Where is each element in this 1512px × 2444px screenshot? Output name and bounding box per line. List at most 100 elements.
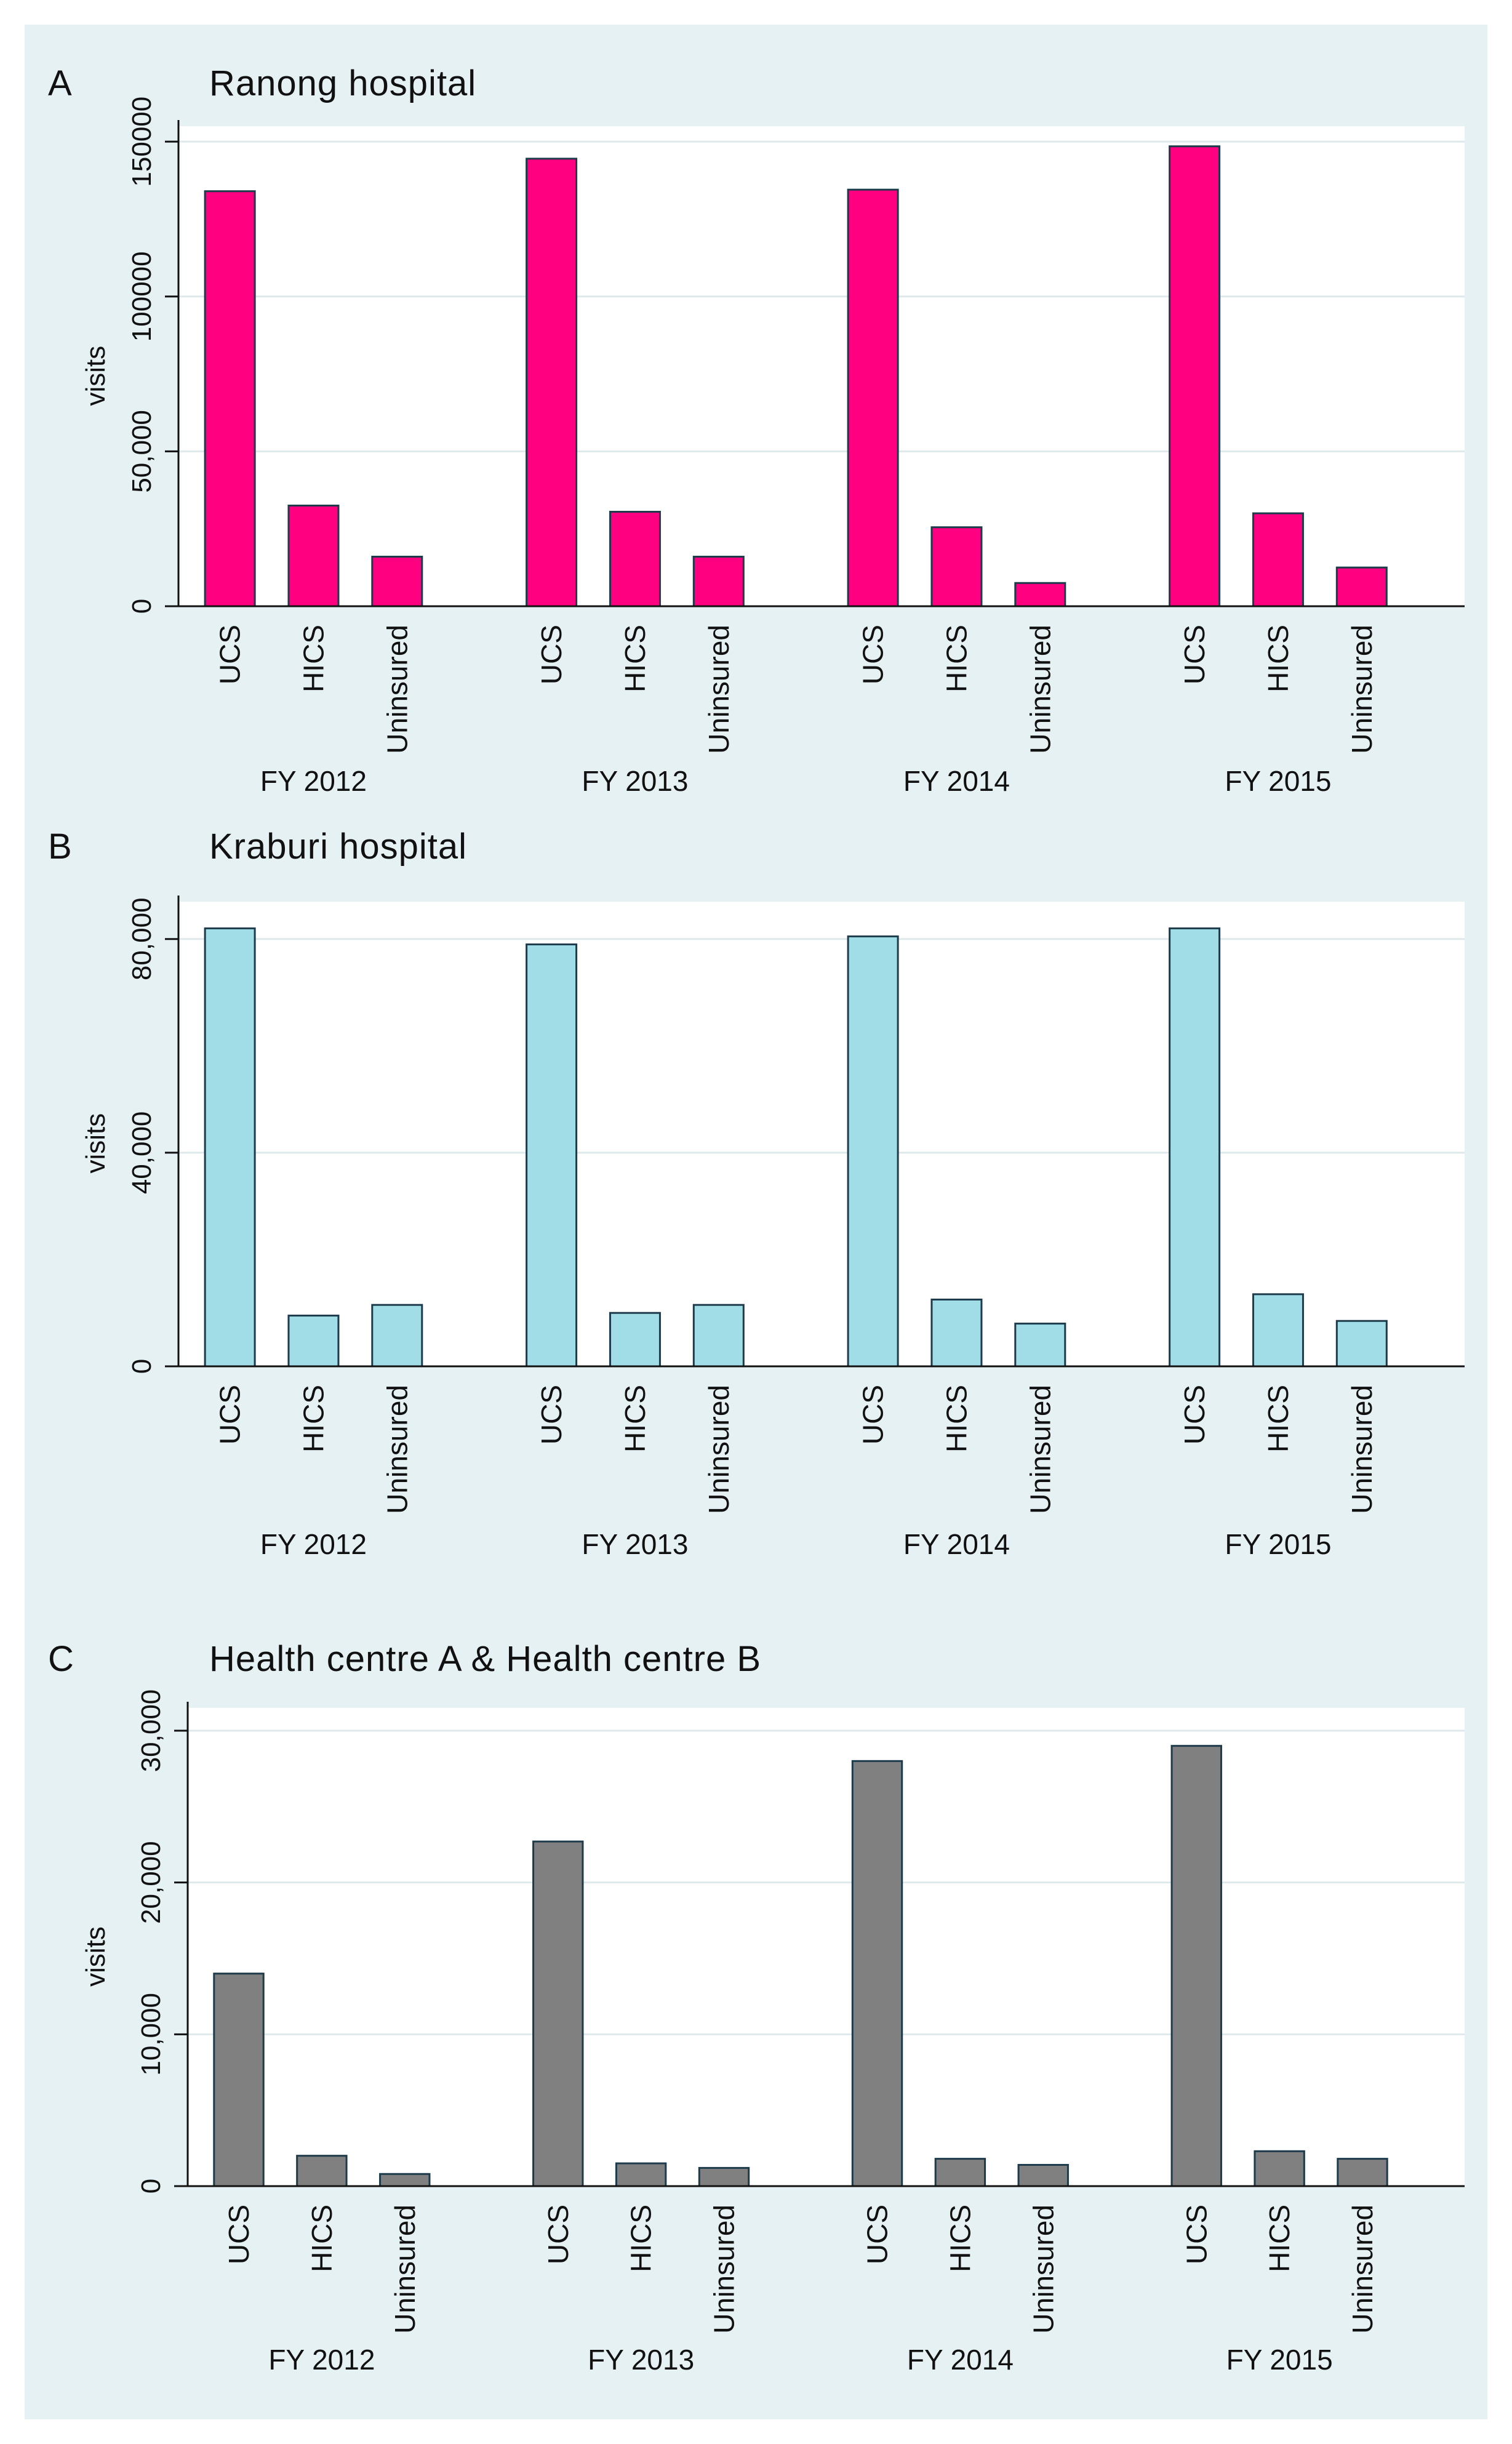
bar: [847, 935, 899, 1368]
y-tick-label: 10,000: [136, 1993, 166, 2076]
panel-title: Kraburi hospital: [209, 827, 467, 867]
category-label: HICS: [940, 1385, 972, 1452]
bar: [371, 555, 423, 607]
group-label: FY 2014: [903, 1528, 1010, 1560]
bar: [213, 1973, 265, 2187]
bar: [1254, 2150, 1305, 2187]
y-tick-label: 20,000: [136, 1841, 166, 1924]
category-label: HICS: [1262, 625, 1294, 692]
category-label: Uninsured: [1024, 625, 1056, 754]
category-label: HICS: [1262, 1385, 1294, 1452]
category-label: UCS: [857, 1385, 889, 1444]
bar: [934, 2158, 986, 2187]
bar: [692, 1304, 745, 1368]
category-label: UCS: [535, 625, 567, 684]
panel-letter: A: [48, 63, 72, 103]
category-label: Uninsured: [1346, 2205, 1378, 2334]
category-label: HICS: [297, 1385, 329, 1452]
panel-a-chart: A Ranong hospital 0 50,000 100000 150000 visit…: [48, 63, 1465, 797]
bar: [609, 1312, 661, 1368]
bar: [287, 1315, 340, 1368]
category-label: Uninsured: [1346, 625, 1378, 754]
bar: [526, 943, 578, 1368]
bar: [287, 504, 340, 607]
bar: [1017, 2163, 1069, 2187]
bar: [692, 555, 745, 607]
bar: [526, 158, 578, 607]
bar: [1169, 927, 1221, 1368]
category-label: UCS: [535, 1385, 567, 1444]
category-label: UCS: [214, 1385, 246, 1444]
category-label: UCS: [1178, 1385, 1210, 1444]
plot-area: [178, 126, 1465, 606]
bar: [615, 2162, 667, 2187]
bar: [609, 511, 661, 607]
category-label: Uninsured: [381, 625, 413, 754]
panel-c-chart: C Health centre A & Health centre B 0 10,00…: [48, 1639, 1465, 2376]
category-label: HICS: [944, 2205, 976, 2272]
bar: [1014, 1323, 1066, 1368]
group-label: FY 2013: [588, 2344, 694, 2376]
category-label: Uninsured: [1027, 2205, 1059, 2334]
category-label: HICS: [619, 1385, 651, 1452]
category-label: HICS: [940, 625, 972, 692]
bar: [532, 1840, 584, 2187]
category-label: HICS: [306, 2205, 338, 2272]
bar: [1169, 145, 1221, 607]
bar: [1252, 512, 1304, 607]
bar: [204, 190, 256, 607]
panel-title: Ranong hospital: [209, 63, 476, 103]
y-axis-title: visits: [81, 1926, 111, 1987]
category-label: UCS: [214, 625, 246, 684]
category-label: UCS: [862, 2205, 894, 2264]
y-tick-label: 50,000: [127, 410, 157, 493]
category-label: Uninsured: [389, 2205, 421, 2334]
group-label: FY 2015: [1225, 765, 1331, 797]
bar: [930, 526, 983, 607]
category-label: Uninsured: [1346, 1385, 1378, 1514]
category-label: UCS: [857, 625, 889, 684]
bar: [847, 188, 899, 607]
bar: [1337, 2158, 1388, 2187]
group-label: FY 2014: [907, 2344, 1014, 2376]
category-label: HICS: [1263, 2205, 1295, 2272]
bar: [379, 2173, 431, 2187]
y-tick-label: 40,000: [127, 1112, 157, 1195]
bar: [1170, 1745, 1222, 2187]
panel-letter: C: [48, 1639, 74, 1679]
category-label: Uninsured: [381, 1385, 413, 1514]
group-label: FY 2012: [260, 765, 367, 797]
bar: [698, 2166, 750, 2187]
bar: [296, 2155, 348, 2187]
bar: [851, 1760, 903, 2187]
bar: [371, 1304, 423, 1368]
category-label: HICS: [297, 625, 329, 692]
category-label: UCS: [1180, 2205, 1212, 2264]
panel-title: Health centre A & Health centre B: [209, 1639, 761, 1679]
panel-letter: B: [48, 827, 72, 867]
y-tick-label: 30,000: [136, 1689, 166, 1773]
figure: A Ranong hospital 0 50,000 100000 150000 visit…: [25, 25, 1487, 2419]
category-label: Uninsured: [1024, 1385, 1056, 1514]
category-label: Uninsured: [703, 1385, 735, 1514]
panel-b-chart: B Kraburi hospital 0 40,000 80,000 visits UCS H…: [48, 827, 1465, 1560]
group-label: FY 2013: [582, 765, 688, 797]
y-axis-title: visits: [81, 346, 111, 406]
category-label: Uninsured: [708, 2205, 740, 2334]
group-label: FY 2012: [268, 2344, 375, 2376]
bar: [204, 927, 256, 1368]
y-tick-label: 0: [127, 599, 157, 614]
category-label: HICS: [619, 625, 651, 692]
category-label: UCS: [542, 2205, 574, 2264]
y-tick-label: 150000: [127, 97, 157, 187]
group-label: FY 2013: [582, 1528, 688, 1560]
y-tick-label: 100000: [127, 251, 157, 342]
bar: [1252, 1293, 1304, 1368]
group-label: FY 2012: [260, 1528, 367, 1560]
group-label: FY 2014: [903, 765, 1010, 797]
category-label: HICS: [625, 2205, 657, 2272]
bar: [930, 1299, 983, 1368]
bar: [1335, 566, 1388, 607]
group-label: FY 2015: [1225, 1528, 1331, 1560]
bar: [1335, 1320, 1388, 1368]
